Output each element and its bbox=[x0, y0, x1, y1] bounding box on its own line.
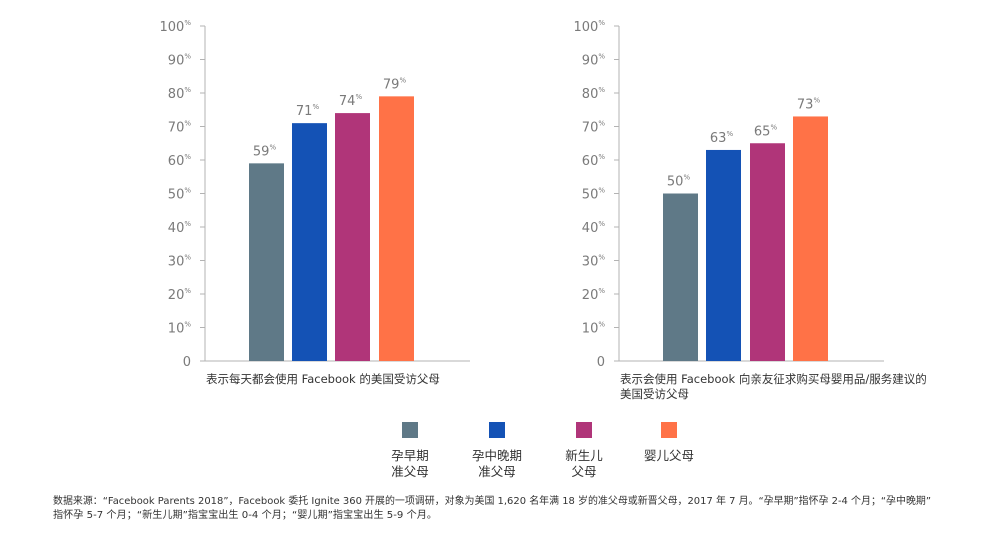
y-tick-label: 0 bbox=[183, 355, 191, 370]
legend-label: 父母 bbox=[571, 464, 596, 479]
data-label: 59% bbox=[253, 143, 277, 159]
source-note: 数据来源：“Facebook Parents 2018”，Facebook 委托… bbox=[53, 494, 931, 521]
source-line: 数据来源：“Facebook Parents 2018”，Facebook 委托… bbox=[53, 494, 931, 507]
y-tick-label: 0 bbox=[597, 355, 605, 370]
chart-caption: 表示每天都会使用 Facebook 的美国受访父母 bbox=[206, 372, 440, 386]
bar bbox=[750, 143, 785, 361]
legend-swatch bbox=[661, 422, 677, 438]
y-tick-label: 10% bbox=[168, 321, 192, 337]
legend-swatch bbox=[402, 422, 418, 438]
legend-label: 孕早期 bbox=[391, 448, 429, 463]
chart-daily-usage: 0 10% 20% 30% 40% 50% 60% 70% 80% 90% 100% 59% 71% 74… bbox=[160, 19, 470, 386]
data-label: 79% bbox=[383, 76, 407, 92]
legend-swatch bbox=[489, 422, 505, 438]
chart-advice-seeking: 0 10% 20% 30% 40% 50% 60% 70% 80% 90% 100% 50% 63% 65… bbox=[574, 19, 927, 401]
legend-swatch bbox=[576, 422, 592, 438]
legend-label: 婴儿父母 bbox=[644, 448, 694, 463]
data-label: 74% bbox=[339, 93, 363, 109]
y-tick-label: 80% bbox=[582, 86, 606, 102]
bar bbox=[706, 149, 741, 361]
data-label: 50% bbox=[667, 174, 691, 190]
bar bbox=[663, 193, 698, 361]
y-tick-label: 10% bbox=[582, 321, 606, 337]
bar bbox=[249, 163, 284, 361]
y-tick-label: 40% bbox=[582, 220, 606, 236]
y-tick-label: 50% bbox=[168, 187, 192, 203]
bar bbox=[379, 96, 414, 361]
y-tick-label: 60% bbox=[168, 153, 192, 169]
data-label: 73% bbox=[797, 96, 821, 112]
y-tick-label: 90% bbox=[168, 53, 192, 69]
y-tick-label: 30% bbox=[582, 254, 606, 270]
chart-caption: 美国受访父母 bbox=[620, 387, 689, 401]
data-label: 63% bbox=[710, 130, 734, 146]
legend-label: 准父母 bbox=[478, 464, 516, 479]
data-label: 65% bbox=[754, 123, 778, 139]
chart-caption: 表示会使用 Facebook 向亲友征求购买母婴用品/服务建议的 bbox=[620, 372, 927, 386]
y-tick-label: 90% bbox=[582, 53, 606, 69]
y-tick-label: 20% bbox=[582, 287, 606, 303]
y-tick-label: 70% bbox=[168, 120, 192, 136]
y-tick-label: 60% bbox=[582, 153, 606, 169]
y-tick-label: 40% bbox=[168, 220, 192, 236]
y-tick-label: 70% bbox=[582, 120, 606, 136]
legend-label: 新生儿 bbox=[565, 448, 603, 463]
bar bbox=[793, 116, 828, 361]
data-label: 71% bbox=[296, 103, 320, 119]
bar bbox=[292, 123, 327, 362]
y-tick-label: 100% bbox=[160, 19, 192, 35]
legend-label: 准父母 bbox=[391, 464, 429, 479]
legend-label: 孕中晚期 bbox=[472, 448, 522, 463]
y-tick-label: 20% bbox=[168, 287, 192, 303]
y-tick-label: 50% bbox=[582, 187, 606, 203]
bar bbox=[335, 113, 370, 361]
y-tick-label: 30% bbox=[168, 254, 192, 270]
source-line: 指怀孕 5-7 个月；“新生儿期”指宝宝出生 0-4 个月；“婴儿期”指宝宝出生… bbox=[53, 508, 437, 521]
y-tick-label: 100% bbox=[574, 19, 606, 35]
y-tick-label: 80% bbox=[168, 86, 192, 102]
